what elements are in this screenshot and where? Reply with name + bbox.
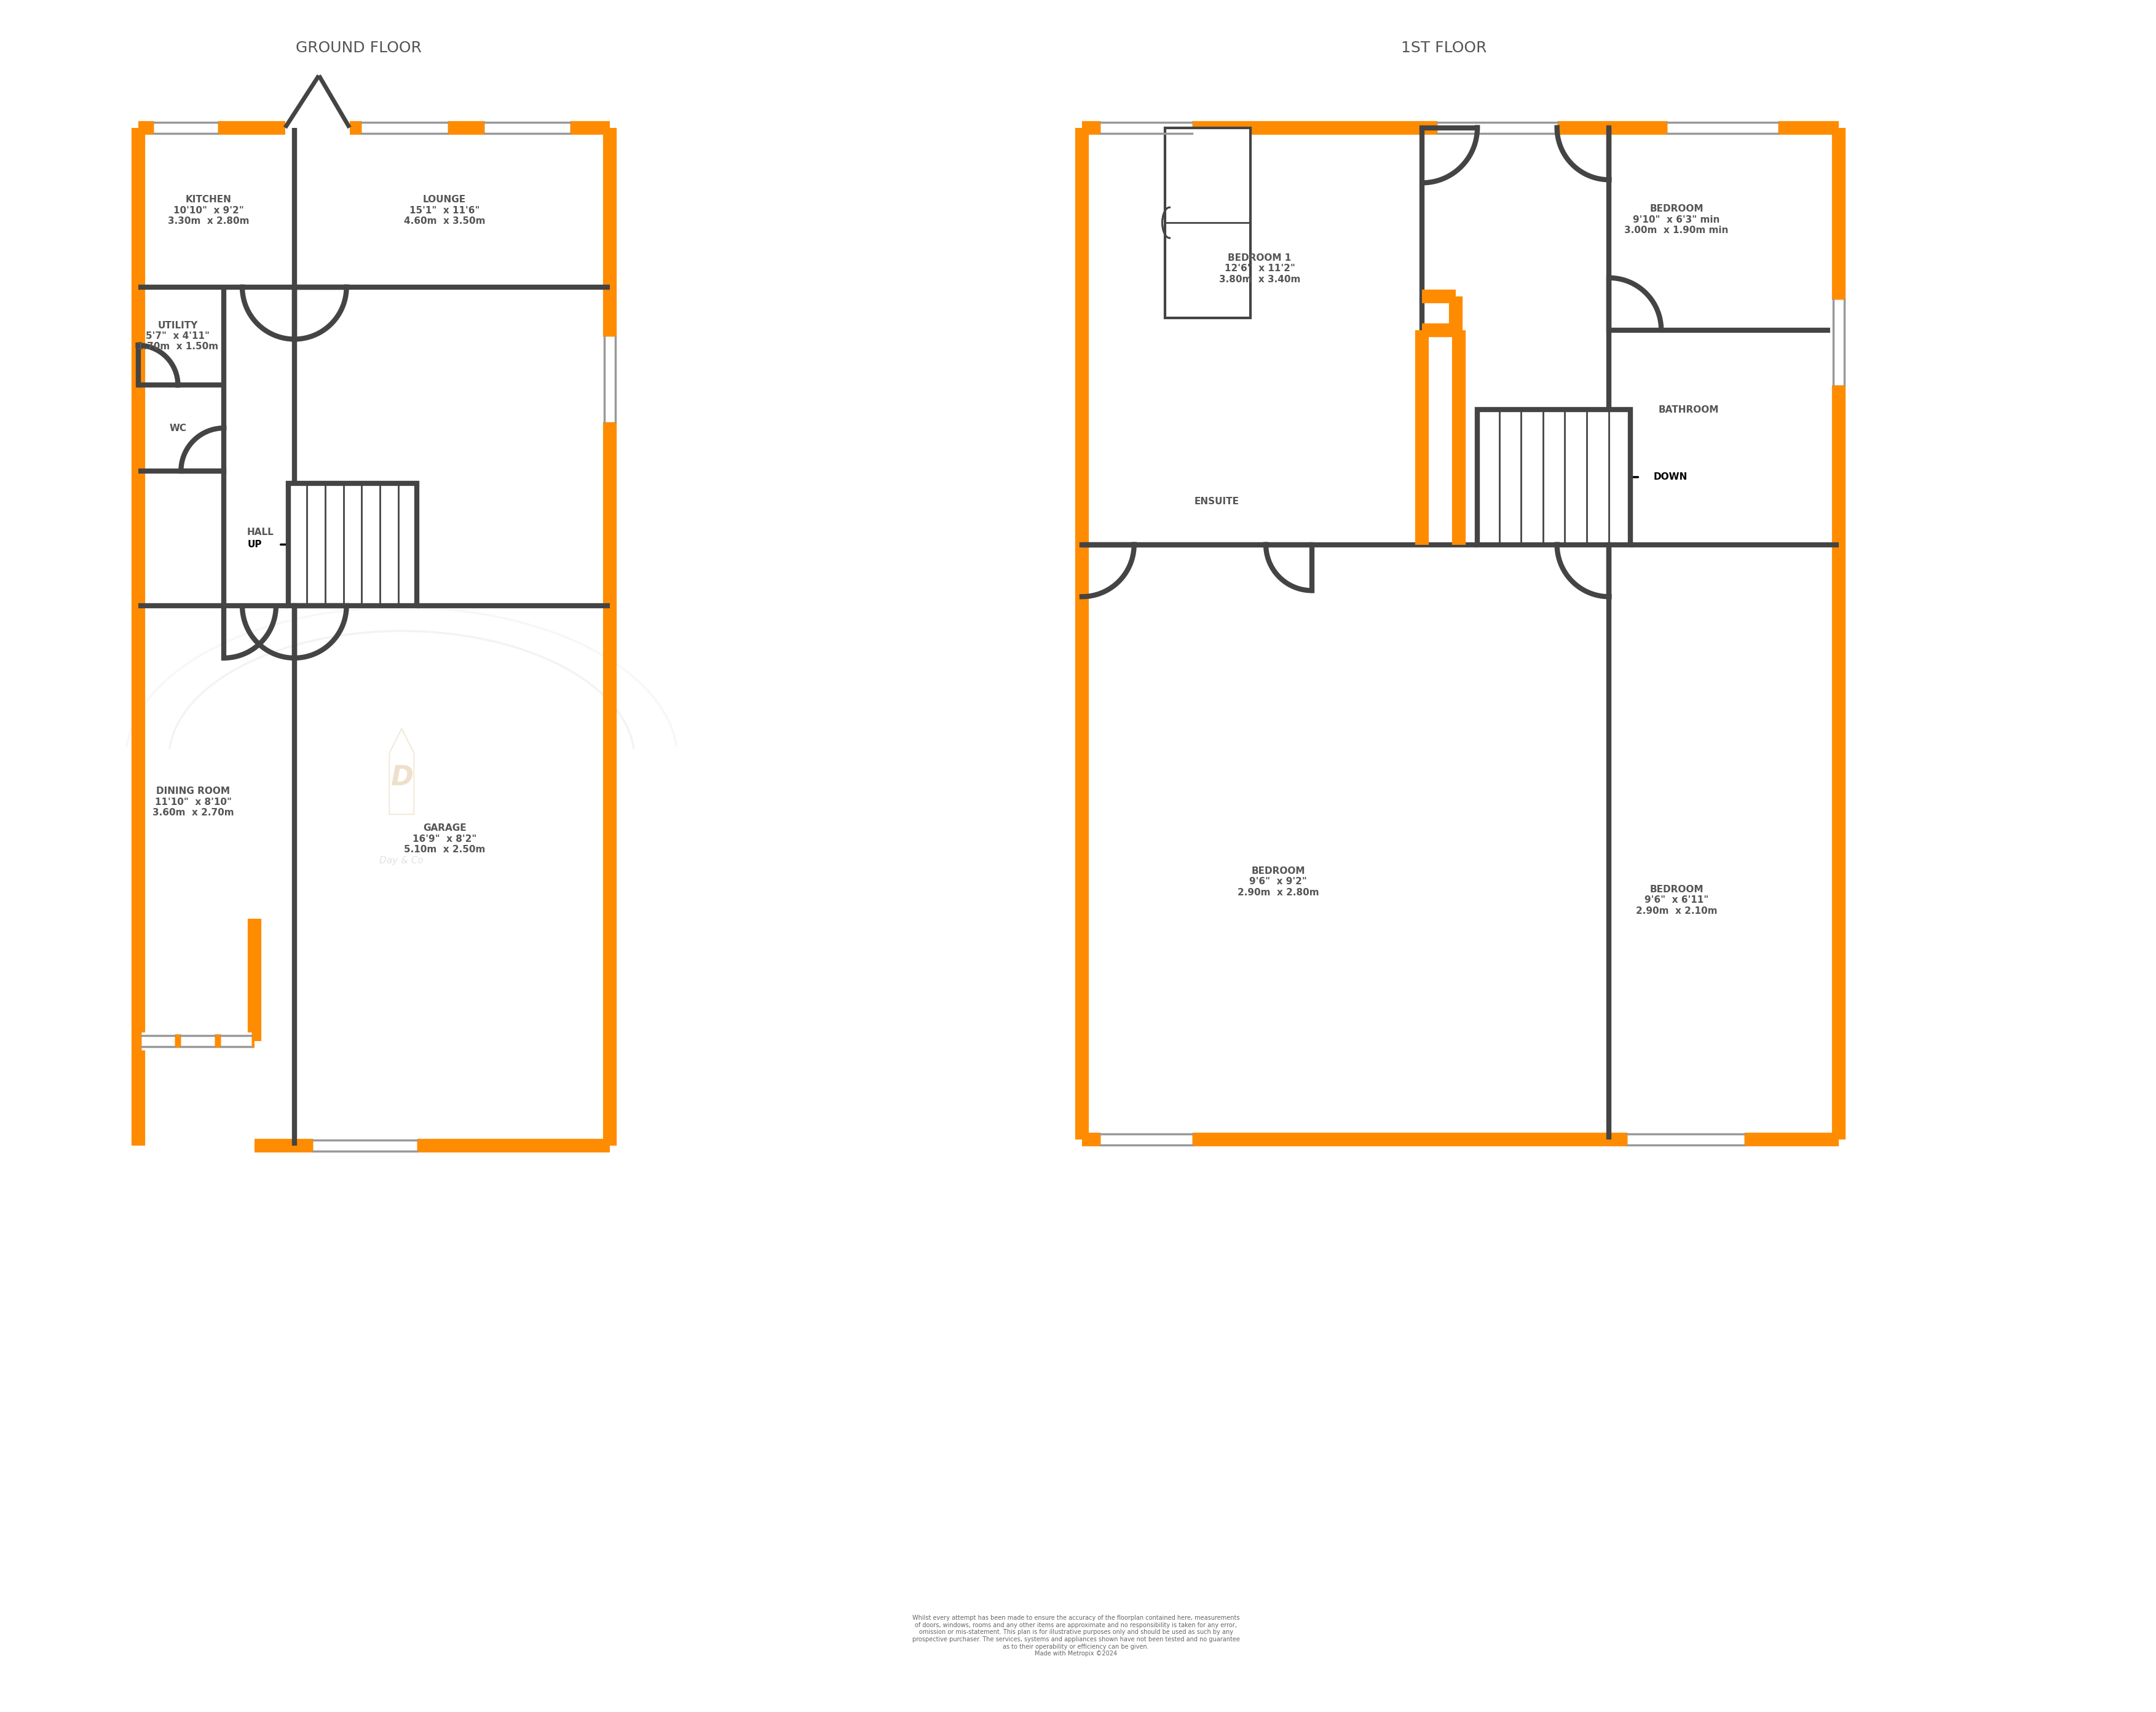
Text: BEDROOM
9'6"  x 6'11"
2.90m  x 2.10m: BEDROOM 9'6" x 6'11" 2.90m x 2.10m <box>1636 885 1718 916</box>
Bar <box>289 483 416 606</box>
Text: DINING ROOM
11'10"  x 8'10"
3.60m  x 2.70m: DINING ROOM 11'10" x 8'10" 3.60m x 2.70m <box>153 788 235 817</box>
Text: Day & Co: Day & Co <box>379 856 425 865</box>
Text: KITCHEN
10'10"  x 9'2"
3.30m  x 2.80m: KITCHEN 10'10" x 9'2" 3.30m x 2.80m <box>168 195 250 226</box>
Text: BEDROOM
9'6"  x 9'2"
2.90m  x 2.80m: BEDROOM 9'6" x 9'2" 2.90m x 2.80m <box>1238 866 1319 897</box>
Bar <box>1164 128 1250 318</box>
Bar <box>1477 409 1630 544</box>
Text: DOWN: DOWN <box>1654 473 1688 481</box>
Text: ENSUITE: ENSUITE <box>1194 496 1240 507</box>
Text: BEDROOM
9'10"  x 6'3" min
3.00m  x 1.90m min: BEDROOM 9'10" x 6'3" min 3.00m x 1.90m m… <box>1623 204 1729 235</box>
Text: LOUNGE
15'1"  x 11'6"
4.60m  x 3.50m: LOUNGE 15'1" x 11'6" 4.60m x 3.50m <box>403 195 485 226</box>
Text: 1ST FLOOR: 1ST FLOOR <box>1401 41 1485 55</box>
Text: Whilst every attempt has been made to ensure the accuracy of the floorplan conta: Whilst every attempt has been made to en… <box>912 1614 1240 1657</box>
Text: GARAGE
16'9"  x 8'2"
5.10m  x 2.50m: GARAGE 16'9" x 8'2" 5.10m x 2.50m <box>403 823 485 854</box>
Text: UP: UP <box>248 539 261 550</box>
Text: D: D <box>390 764 414 791</box>
Text: UTILITY
5'7"  x 4'11"
1.70m  x 1.50m: UTILITY 5'7" x 4'11" 1.70m x 1.50m <box>138 320 218 351</box>
Text: GROUND FLOOR: GROUND FLOOR <box>295 41 423 55</box>
Text: WC: WC <box>170 423 188 433</box>
Text: BATHROOM: BATHROOM <box>1658 406 1718 414</box>
Text: HALL: HALL <box>248 527 274 538</box>
Text: BEDROOM 1
12'6"  x 11'2"
3.80m  x 3.40m: BEDROOM 1 12'6" x 11'2" 3.80m x 3.40m <box>1218 253 1300 284</box>
